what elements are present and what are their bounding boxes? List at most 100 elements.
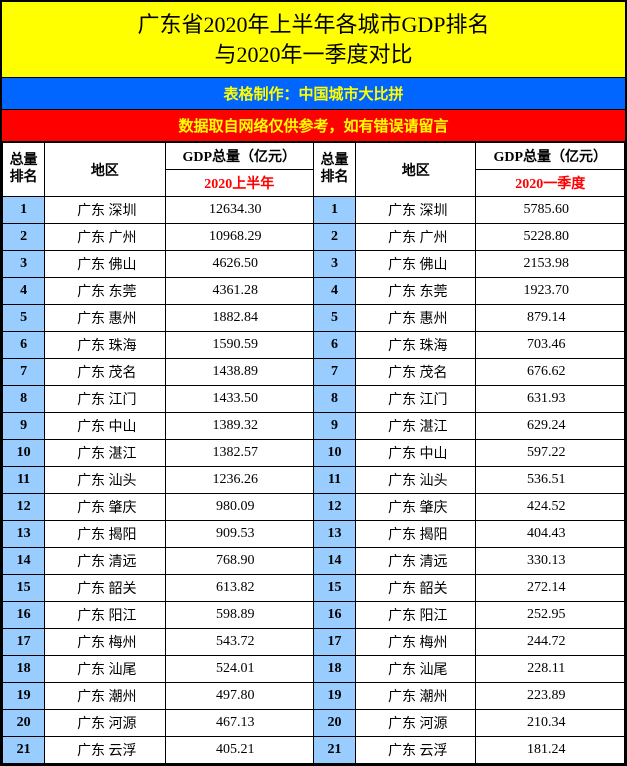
gdp-cell: 1389.32 bbox=[165, 413, 313, 440]
table-row: 8广东 江门1433.508广东 江门631.93 bbox=[3, 386, 625, 413]
gdp-cell: 980.09 bbox=[165, 494, 313, 521]
region-cell: 广东 江门 bbox=[45, 386, 165, 413]
region-cell: 广东 阳江 bbox=[45, 602, 165, 629]
rank-cell: 20 bbox=[3, 710, 45, 737]
region-cell: 广东 佛山 bbox=[45, 251, 165, 278]
rank-cell: 9 bbox=[3, 413, 45, 440]
gdp-cell: 1923.70 bbox=[476, 278, 625, 305]
rank-cell: 21 bbox=[313, 737, 355, 764]
region-cell: 广东 惠州 bbox=[45, 305, 165, 332]
rank-cell: 18 bbox=[3, 656, 45, 683]
region-cell: 广东 广州 bbox=[45, 224, 165, 251]
rank-cell: 12 bbox=[3, 494, 45, 521]
table-row: 1广东 深圳12634.301广东 深圳5785.60 bbox=[3, 197, 625, 224]
rank-cell: 7 bbox=[313, 359, 355, 386]
gdp-cell: 405.21 bbox=[165, 737, 313, 764]
rank-cell: 4 bbox=[3, 278, 45, 305]
gdp-cell: 1438.89 bbox=[165, 359, 313, 386]
table-row: 12广东 肇庆980.0912广东 肇庆424.52 bbox=[3, 494, 625, 521]
rank-cell: 15 bbox=[3, 575, 45, 602]
gdp-cell: 244.72 bbox=[476, 629, 625, 656]
rank-cell: 20 bbox=[313, 710, 355, 737]
region-cell: 广东 肇庆 bbox=[45, 494, 165, 521]
gdp-cell: 1382.57 bbox=[165, 440, 313, 467]
rank-cell: 15 bbox=[313, 575, 355, 602]
rank-cell: 16 bbox=[313, 602, 355, 629]
rank-cell: 14 bbox=[3, 548, 45, 575]
rank-cell: 10 bbox=[313, 440, 355, 467]
rank-cell: 7 bbox=[3, 359, 45, 386]
gdp-cell: 210.34 bbox=[476, 710, 625, 737]
table-head: 总量排名 地区 GDP总量（亿元） 总量排名 地区 GDP总量（亿元） 2020… bbox=[3, 143, 625, 197]
region-cell: 广东 珠海 bbox=[356, 332, 476, 359]
rank-cell: 4 bbox=[313, 278, 355, 305]
region-cell: 广东 云浮 bbox=[45, 737, 165, 764]
gdp-cell: 629.24 bbox=[476, 413, 625, 440]
gdp-cell: 524.01 bbox=[165, 656, 313, 683]
region-cell: 广东 揭阳 bbox=[356, 521, 476, 548]
gdp-cell: 1433.50 bbox=[165, 386, 313, 413]
region-cell: 广东 揭阳 bbox=[45, 521, 165, 548]
gdp-cell: 228.11 bbox=[476, 656, 625, 683]
gdp-cell: 5785.60 bbox=[476, 197, 625, 224]
gdp-cell: 909.53 bbox=[165, 521, 313, 548]
region-cell: 广东 河源 bbox=[356, 710, 476, 737]
rank-cell: 17 bbox=[3, 629, 45, 656]
gdp-cell: 1590.59 bbox=[165, 332, 313, 359]
region-cell: 广东 韶关 bbox=[45, 575, 165, 602]
notice-bar: 数据取自网络仅供参考，如有错误请留言 bbox=[2, 110, 625, 142]
gdp-cell: 10968.29 bbox=[165, 224, 313, 251]
gdp-cell: 631.93 bbox=[476, 386, 625, 413]
table-row: 6广东 珠海1590.596广东 珠海703.46 bbox=[3, 332, 625, 359]
header-period-left: 2020上半年 bbox=[165, 170, 313, 197]
gdp-cell: 598.89 bbox=[165, 602, 313, 629]
rank-cell: 1 bbox=[3, 197, 45, 224]
region-cell: 广东 茂名 bbox=[356, 359, 476, 386]
title-block: 广东省2020年上半年各城市GDP排名 与2020年一季度对比 bbox=[2, 2, 625, 78]
rank-cell: 21 bbox=[3, 737, 45, 764]
gdp-cell: 768.90 bbox=[165, 548, 313, 575]
rank-cell: 14 bbox=[313, 548, 355, 575]
rank-cell: 1 bbox=[313, 197, 355, 224]
table-row: 14广东 清远768.9014广东 清远330.13 bbox=[3, 548, 625, 575]
gdp-cell: 4361.28 bbox=[165, 278, 313, 305]
table-body: 1广东 深圳12634.301广东 深圳5785.602广东 广州10968.2… bbox=[3, 197, 625, 764]
header-region-right: 地区 bbox=[356, 143, 476, 197]
table-row: 20广东 河源467.1320广东 河源210.34 bbox=[3, 710, 625, 737]
table-row: 16广东 阳江598.8916广东 阳江252.95 bbox=[3, 602, 625, 629]
table-container: 广东省2020年上半年各城市GDP排名 与2020年一季度对比 表格制作：中国城… bbox=[0, 0, 627, 766]
table-row: 7广东 茂名1438.897广东 茂名676.62 bbox=[3, 359, 625, 386]
gdp-cell: 424.52 bbox=[476, 494, 625, 521]
region-cell: 广东 清远 bbox=[45, 548, 165, 575]
gdp-cell: 536.51 bbox=[476, 467, 625, 494]
region-cell: 广东 湛江 bbox=[356, 413, 476, 440]
table-row: 10广东 湛江1382.5710广东 中山597.22 bbox=[3, 440, 625, 467]
rank-cell: 8 bbox=[3, 386, 45, 413]
table-row: 11广东 汕头1236.2611广东 汕头536.51 bbox=[3, 467, 625, 494]
table-row: 21广东 云浮405.2121广东 云浮181.24 bbox=[3, 737, 625, 764]
region-cell: 广东 汕尾 bbox=[45, 656, 165, 683]
gdp-cell: 2153.98 bbox=[476, 251, 625, 278]
rank-cell: 2 bbox=[3, 224, 45, 251]
title-line-2: 与2020年一季度对比 bbox=[6, 40, 621, 70]
region-cell: 广东 汕头 bbox=[356, 467, 476, 494]
rank-cell: 3 bbox=[3, 251, 45, 278]
region-cell: 广东 江门 bbox=[356, 386, 476, 413]
table-row: 5广东 惠州1882.845广东 惠州879.14 bbox=[3, 305, 625, 332]
header-region-left: 地区 bbox=[45, 143, 165, 197]
gdp-cell: 703.46 bbox=[476, 332, 625, 359]
table-row: 18广东 汕尾524.0118广东 汕尾228.11 bbox=[3, 656, 625, 683]
region-cell: 广东 深圳 bbox=[356, 197, 476, 224]
gdp-cell: 330.13 bbox=[476, 548, 625, 575]
rank-cell: 5 bbox=[3, 305, 45, 332]
rank-cell: 6 bbox=[3, 332, 45, 359]
rank-cell: 12 bbox=[313, 494, 355, 521]
header-period-right: 2020一季度 bbox=[476, 170, 625, 197]
table-row: 9广东 中山1389.329广东 湛江629.24 bbox=[3, 413, 625, 440]
rank-cell: 10 bbox=[3, 440, 45, 467]
table-row: 13广东 揭阳909.5313广东 揭阳404.43 bbox=[3, 521, 625, 548]
region-cell: 广东 东莞 bbox=[356, 278, 476, 305]
gdp-cell: 543.72 bbox=[165, 629, 313, 656]
credit-bar: 表格制作：中国城市大比拼 bbox=[2, 78, 625, 110]
header-rank-right: 总量排名 bbox=[313, 143, 355, 197]
